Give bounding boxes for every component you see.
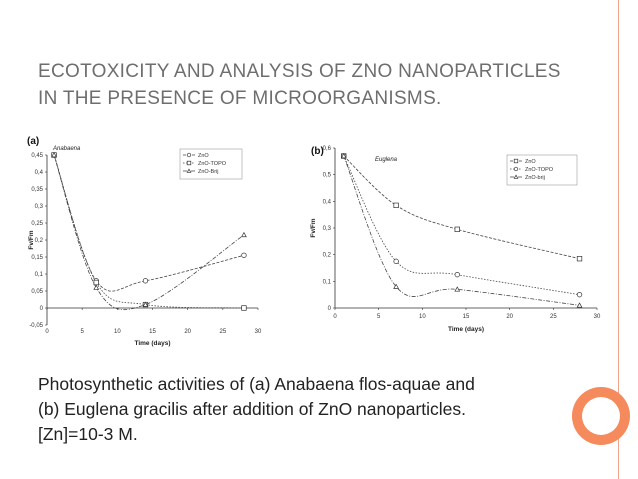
chart-a-y-tick-label: 0,25 (31, 221, 43, 227)
chart-a-y-tick-label: 0,15 (31, 255, 43, 261)
chart-b-point-zno-topo (454, 272, 460, 278)
chart-b-point-zno-brij (393, 283, 400, 289)
chart-a-series-line-zno-brij (53, 154, 245, 311)
chart-b-point-zno-brij (340, 152, 347, 159)
chart-a-legend-marker-zno (186, 152, 192, 158)
caption-line-3: [Zn]=10-3 M. (38, 424, 138, 444)
chart-b-point-zno (454, 226, 460, 232)
chart-b-point-zno (576, 256, 583, 262)
chart-a-y-tick-label: 0,4 (35, 170, 44, 176)
chart-b-y-tick-label: 0,5 (323, 173, 332, 179)
chart-a-organism-label: Anabaena (52, 146, 81, 152)
chart-a-legend-label-zno-topo: ZnO-TOPO (198, 161, 227, 167)
chart-a-x-tick-label: 25 (219, 329, 226, 335)
chart-a-anabaena: (a)Anabaena-0,0500,050,10,150,20,250,30,… (27, 136, 262, 347)
chart-b-y-tick-label: 0,2 (323, 253, 332, 259)
chart-a-y-tick-label: 0,3 (35, 204, 44, 210)
caption-line-1: Photosynthetic activities of (a) Anabaen… (38, 374, 475, 394)
chart-a-series-line-zno (53, 154, 245, 292)
chart-a-legend-label-zno: ZnO (198, 153, 209, 159)
chart-a-y-tick-label: 0 (40, 306, 44, 312)
chart-b-y-axis-label: Fv/Fm (310, 218, 317, 237)
chart-a-point-zno (241, 252, 247, 258)
chart-b-y-tick-label: 0,3 (323, 226, 332, 232)
chart-b-x-axis-label: Time (days) (448, 326, 484, 333)
chart-a-panel-label: (a) (27, 136, 39, 147)
chart-a-y-tick-label: 0,45 (31, 153, 43, 159)
chart-a-y-tick-label: 0,2 (35, 238, 44, 244)
chart-b-y-tick-label: 0,4 (323, 199, 332, 205)
chart-a-legend-marker-zno-brij (186, 168, 192, 173)
chart-a-y-tick-label: 0,05 (31, 289, 43, 295)
chart-b-x-tick-label: 25 (550, 314, 557, 320)
chart-a-point-zno-topo (93, 279, 99, 286)
chart-a-point-zno-topo (241, 305, 247, 311)
chart-b-point-zno-topo (393, 258, 399, 264)
chart-b-x-tick-label: 0 (333, 314, 337, 320)
chart-b-point-zno-brij (576, 302, 583, 308)
figure-caption: Photosynthetic activities of (a) Anabaen… (38, 372, 598, 447)
chart-b-legend-label-zno: ZnO (525, 159, 536, 165)
chart-a-y-axis-label: Fv/Fm (28, 230, 35, 249)
chart-a-x-tick-label: 20 (184, 329, 191, 335)
chart-b-x-tick-label: 5 (377, 314, 381, 320)
chart-b-x-tick-label: 20 (506, 314, 513, 320)
chart-b-x-tick-label: 15 (463, 314, 470, 320)
chart-a-point-zno-brij (51, 151, 57, 158)
chart-b-y-tick-label: 0,1 (323, 279, 332, 285)
decorative-vertical-line (618, 0, 619, 479)
chart-a-x-tick-label: 10 (114, 329, 121, 335)
chart-b-series-line-zno-brij (343, 155, 580, 306)
chart-a-x-tick-label: 30 (255, 329, 262, 335)
chart-a-y-tick-label: 0,1 (35, 272, 44, 278)
chart-b-euglena: (b) Euglena 0 0,1 0,2 0,3 0,4 0,5 0,6 0 5 10 15 20 25 3… (310, 146, 601, 333)
chart-b-y-tick-label: 0,6 (323, 146, 332, 152)
chart-b-legend-label-zno-topo: ZnO-TOPO (525, 167, 554, 173)
chart-b-legend-marker-zno-topo (513, 166, 519, 172)
chart-b-point-zno-topo (576, 292, 583, 298)
chart-a-legend-marker-zno-topo (186, 160, 192, 166)
chart-b-x-tick-label: 30 (594, 314, 601, 320)
chart-b-point-zno-brij (454, 286, 461, 292)
chart-a-x-tick-label: 5 (80, 329, 84, 335)
chart-b-legend-box (506, 154, 578, 186)
chart-b-organism-label: Euglena (375, 157, 398, 163)
chart-a-x-axis-label: Time (days) (134, 340, 170, 347)
chart-a-point-zno-brij (93, 284, 100, 290)
chart-b-x-tick-label: 10 (419, 314, 426, 320)
chart-a-point-zno-brij (241, 231, 247, 238)
chart-a-y-tick-label: 0,35 (31, 187, 43, 193)
chart-b-legend-label-zno-brij: ZnO-brij (525, 175, 545, 181)
decorative-inner-circle (582, 397, 620, 435)
chart-b-panel-label: (b) (311, 146, 324, 157)
chart-a-point-zno-brij (142, 301, 149, 307)
chart-a-y-tick-label: -0,05 (29, 323, 43, 329)
chart-b-series-line-zno (343, 155, 580, 260)
chart-a-legend-label-zno-brij: ZnO-Brij (198, 169, 218, 175)
chart-b-y-tick-label: 0 (328, 306, 332, 312)
chart-b-point-zno (393, 202, 399, 208)
chart-a-x-tick-label: 0 (45, 329, 49, 335)
slide-title-line-2: IN THE PRESENCE OF MICROORGANISMS. (38, 88, 442, 109)
slide-title: ECOTOXICITY AND ANALYSIS OF ZNO NANOPART… (38, 58, 598, 112)
chart-b-legend-marker-zno (513, 158, 519, 164)
caption-line-2: (b) Euglena gracilis after addition of Z… (38, 399, 467, 419)
slide-title-line-1: ECOTOXICITY AND ANALYSIS OF ZNO NANOPART… (38, 61, 561, 82)
chart-b-legend-marker-zno-brij (513, 174, 519, 179)
chart-a-x-tick-label: 15 (149, 329, 156, 335)
chart-b-series-line-zno-topo (343, 155, 580, 296)
chart-a-point-zno (142, 278, 149, 284)
